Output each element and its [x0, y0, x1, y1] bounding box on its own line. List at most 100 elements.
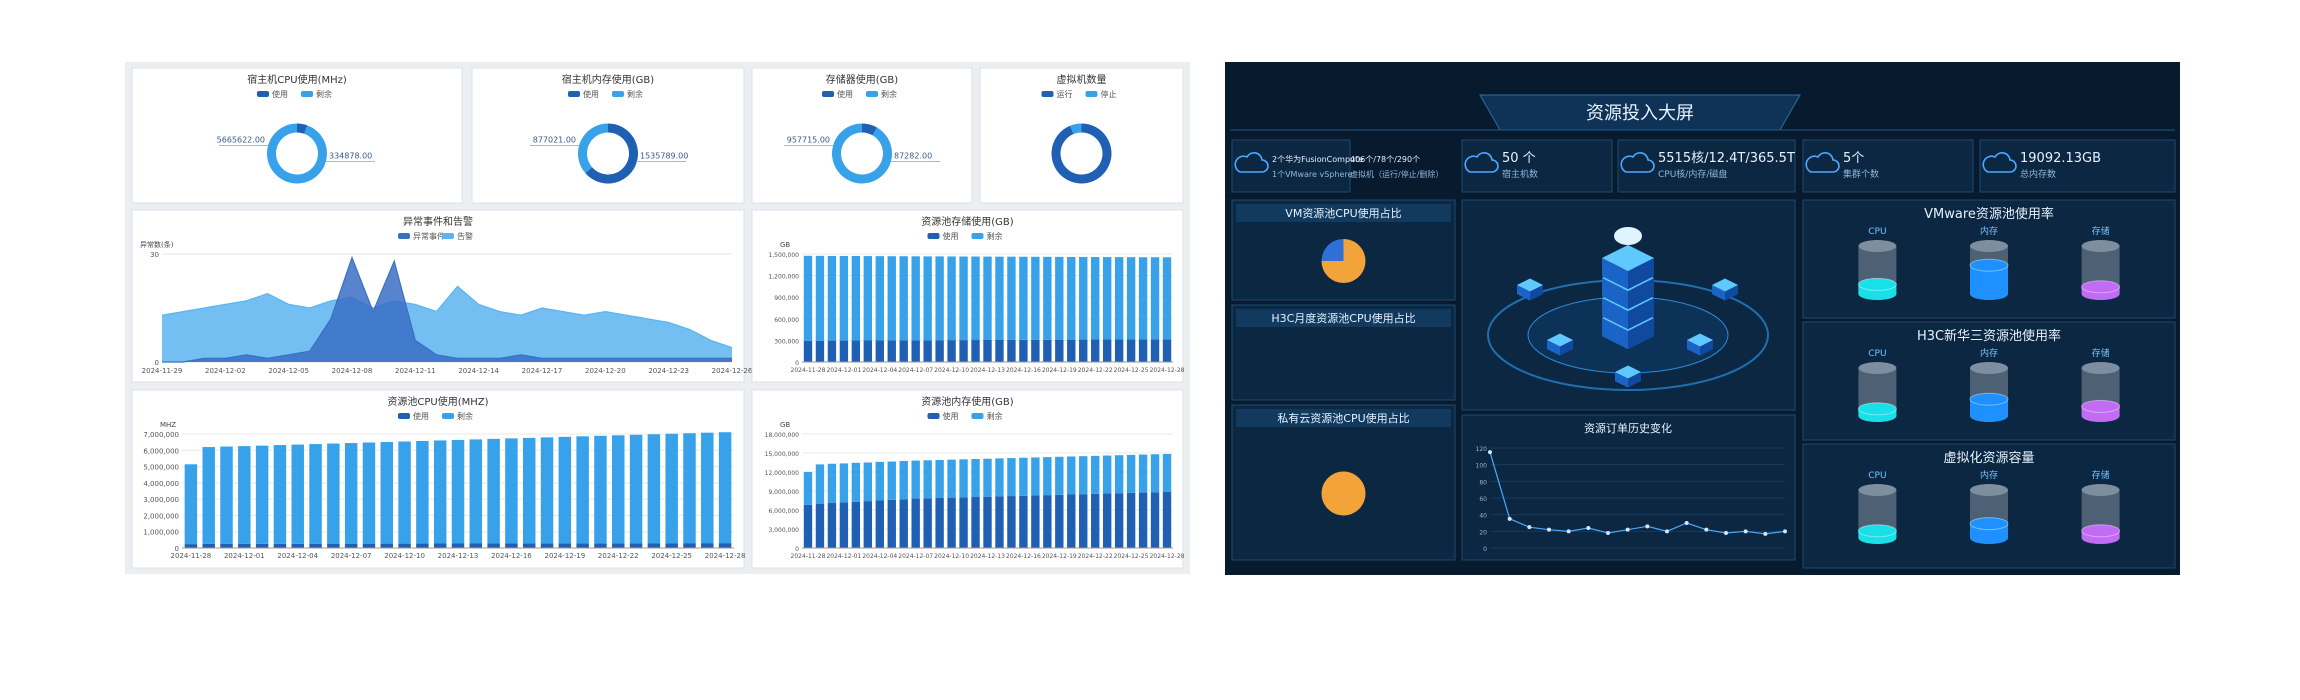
- bar: [1162, 339, 1172, 362]
- point: [1507, 516, 1512, 521]
- bar: [1138, 339, 1148, 362]
- legend-label: 使用: [837, 89, 853, 99]
- bar: [1055, 256, 1064, 340]
- bar: [665, 543, 678, 548]
- legend-label: 使用: [943, 411, 959, 421]
- panel-title: 资源池存储使用(GB): [921, 215, 1014, 228]
- bar: [875, 461, 884, 501]
- x-tick-label: 2024-12-25: [1114, 367, 1149, 374]
- cube-face: [1628, 318, 1654, 350]
- y-tick-label: 300,000: [774, 338, 799, 345]
- bar: [184, 464, 198, 545]
- dashboard-title: 资源投入大屏: [1586, 103, 1694, 124]
- legend-label: 运行: [1057, 89, 1073, 99]
- section-title: 虚拟化资源容量: [1943, 450, 2034, 466]
- cube-face: [1602, 245, 1654, 271]
- x-tick-label: 2024-12-07: [898, 367, 933, 374]
- bar: [1091, 455, 1100, 494]
- bar: [947, 497, 956, 548]
- bar: [558, 436, 572, 544]
- bar: [851, 501, 861, 548]
- bar: [540, 543, 554, 548]
- x-tick-label: 2024-11-28: [171, 552, 212, 560]
- cylinder-top: [2081, 240, 2120, 252]
- cylinder-fill-top: [1969, 392, 2009, 406]
- x-tick-label: 2024-12-20: [585, 367, 626, 375]
- x-tick-label: 2024-12-13: [970, 553, 1005, 560]
- cube-face: [1615, 372, 1628, 388]
- bar: [827, 255, 837, 341]
- bar: [1091, 339, 1100, 362]
- legend-label: 告警: [457, 231, 473, 241]
- y-tick-label: 900,000: [774, 295, 799, 302]
- legend-swatch: [1041, 91, 1054, 97]
- y-tick-label: 80: [1479, 479, 1487, 486]
- legend-swatch: [398, 233, 410, 239]
- bar: [255, 543, 269, 548]
- section-title-bar: [1236, 204, 1451, 222]
- y-tick-label: 0: [795, 360, 799, 367]
- bar: [887, 340, 896, 362]
- bar: [803, 472, 813, 505]
- y-tick-label: 7,000,000: [143, 431, 179, 439]
- y-tick-label: 30: [150, 251, 159, 259]
- x-tick-label: 2024-12-02: [205, 367, 246, 375]
- bar: [1079, 456, 1088, 495]
- cloud-glow: [1614, 227, 1642, 245]
- bar: [899, 340, 908, 362]
- bar: [1043, 495, 1052, 548]
- bar: [1162, 453, 1172, 492]
- x-tick-label: 2024-12-25: [651, 552, 692, 560]
- bar: [959, 340, 968, 362]
- bar: [273, 543, 287, 548]
- cube-face: [1547, 340, 1560, 356]
- y-tick-label: 1,500,000: [768, 252, 799, 259]
- bar: [1150, 492, 1160, 548]
- bar: [1079, 256, 1088, 340]
- bar: [629, 434, 643, 544]
- cylinder-label: 内存: [1980, 225, 1998, 237]
- bar: [433, 543, 447, 548]
- point: [1724, 531, 1728, 535]
- legend-swatch: [442, 413, 454, 419]
- bar: [851, 340, 861, 362]
- legend-label: 使用: [413, 411, 429, 421]
- bar: [935, 256, 944, 341]
- bar: [1055, 494, 1064, 548]
- y-tick-label: 6,000,000: [768, 508, 799, 515]
- bar: [683, 433, 696, 544]
- bar: [505, 438, 518, 544]
- y-tick-label: 0: [155, 359, 159, 367]
- y-tick-label: 3,000,000: [768, 527, 799, 534]
- bar: [875, 340, 884, 362]
- donut-slice: [267, 123, 327, 184]
- bar: [803, 255, 813, 341]
- bar: [839, 463, 849, 503]
- cloud-icon: [1464, 152, 1499, 173]
- bar: [718, 543, 732, 548]
- x-tick-label: 2024-12-19: [544, 552, 585, 560]
- bar: [701, 543, 714, 548]
- bar: [505, 543, 518, 548]
- bar: [576, 543, 589, 548]
- panel: [1617, 139, 1796, 193]
- bar: [1150, 454, 1160, 493]
- bar: [1067, 494, 1076, 548]
- legend-swatch: [971, 233, 984, 239]
- cloud-icon: [1234, 152, 1269, 173]
- panel: [1979, 139, 2176, 193]
- bar: [851, 462, 861, 502]
- panel: [1231, 139, 1351, 193]
- cylinder-fill-top: [1857, 277, 1897, 291]
- stat-value: 2个华为FusionCompute: [1272, 154, 1363, 164]
- cube-face: [1517, 285, 1530, 301]
- cube-face: [1628, 372, 1641, 388]
- y-tick-label: 9,000,000: [768, 489, 799, 496]
- bar: [594, 543, 607, 548]
- bar: [309, 444, 322, 544]
- bar: [1150, 339, 1160, 362]
- bar: [416, 543, 429, 548]
- cylinder-label: CPU: [1868, 349, 1886, 359]
- section-title: H3C月度资源池CPU使用占比: [1271, 311, 1415, 325]
- bar: [451, 439, 465, 544]
